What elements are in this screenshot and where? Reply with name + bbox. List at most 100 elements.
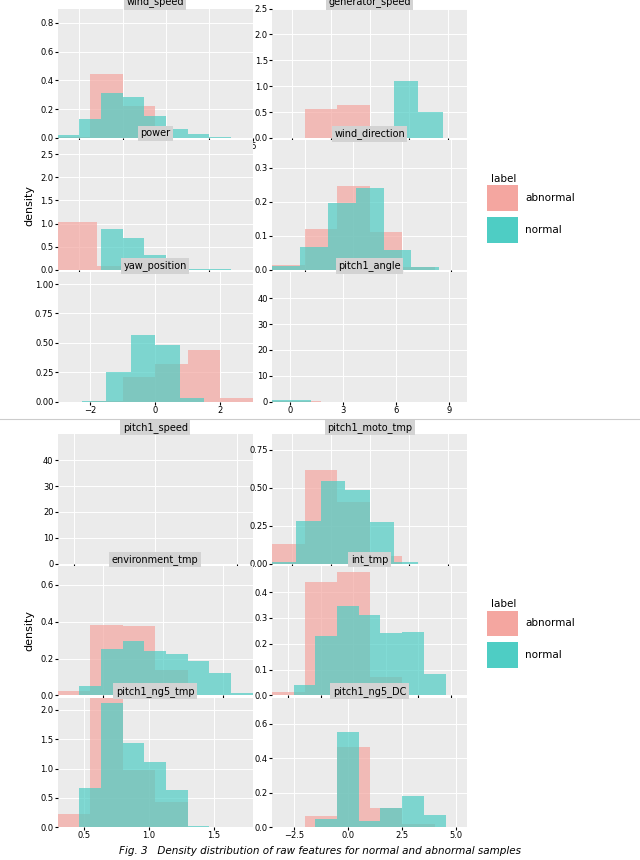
Bar <box>123 642 145 696</box>
Bar <box>220 398 253 402</box>
Bar <box>123 107 155 138</box>
Title: wind_direction: wind_direction <box>334 128 405 139</box>
Bar <box>272 266 300 270</box>
Bar <box>188 660 209 696</box>
Bar <box>337 186 370 270</box>
Bar <box>394 562 419 563</box>
Bar <box>145 762 166 827</box>
Bar <box>188 826 209 827</box>
Bar <box>337 572 370 696</box>
Bar <box>296 521 321 563</box>
Bar <box>487 185 518 211</box>
Bar <box>487 611 518 636</box>
Bar <box>412 267 439 270</box>
Bar <box>328 203 356 270</box>
Bar <box>487 642 518 668</box>
Bar <box>272 562 296 563</box>
Bar <box>380 633 402 696</box>
Bar <box>123 743 145 827</box>
Bar <box>294 685 316 696</box>
Bar <box>58 691 90 696</box>
Bar <box>337 502 370 563</box>
Bar <box>188 350 220 402</box>
Text: label: label <box>492 174 516 184</box>
Bar <box>90 75 123 138</box>
Bar <box>300 247 328 270</box>
Text: normal: normal <box>525 650 562 660</box>
Bar <box>402 796 424 827</box>
Title: power: power <box>140 128 170 138</box>
Bar <box>188 134 209 138</box>
Bar <box>79 788 101 827</box>
Bar <box>101 703 123 827</box>
Text: label: label <box>492 599 516 610</box>
Bar <box>155 802 188 827</box>
Title: environment_tmp: environment_tmp <box>112 554 198 565</box>
Bar <box>305 109 337 138</box>
Bar <box>402 824 435 827</box>
Bar <box>337 732 359 827</box>
Bar <box>123 97 145 138</box>
Bar <box>359 821 380 827</box>
Bar <box>123 626 156 696</box>
Bar <box>419 113 443 138</box>
Bar <box>155 345 180 402</box>
Bar <box>316 819 337 827</box>
Title: int_tmp: int_tmp <box>351 554 388 565</box>
Bar <box>370 522 394 563</box>
Bar <box>305 815 337 827</box>
Title: pitch1_ng5_DC: pitch1_ng5_DC <box>333 686 406 697</box>
Bar <box>123 238 145 270</box>
Bar <box>424 815 445 827</box>
Bar <box>272 692 305 696</box>
Title: pitch1_ng5_tmp: pitch1_ng5_tmp <box>116 686 195 697</box>
Bar <box>131 335 155 402</box>
Bar <box>370 556 402 563</box>
Bar <box>369 232 402 270</box>
Bar <box>166 789 188 827</box>
Bar <box>101 229 123 270</box>
Bar <box>166 129 188 138</box>
Bar <box>97 267 136 270</box>
Bar <box>402 267 435 270</box>
Bar <box>321 482 345 563</box>
Bar <box>272 401 311 402</box>
Bar <box>156 670 188 696</box>
Bar <box>101 648 123 696</box>
Bar <box>123 377 155 402</box>
Bar <box>145 116 166 138</box>
Bar <box>58 135 79 138</box>
Bar <box>380 808 402 827</box>
Bar <box>272 265 305 270</box>
Title: pitch1_angle: pitch1_angle <box>339 261 401 271</box>
Bar <box>79 686 101 696</box>
Bar <box>166 266 188 270</box>
Y-axis label: density: density <box>25 185 35 225</box>
Bar <box>316 636 337 696</box>
Bar <box>424 673 445 696</box>
Bar <box>90 624 123 696</box>
Bar <box>359 615 380 696</box>
Text: normal: normal <box>525 224 562 235</box>
Y-axis label: density: density <box>24 611 35 651</box>
Bar <box>337 105 370 138</box>
Title: wind_speed: wind_speed <box>127 0 184 8</box>
Bar <box>356 187 383 270</box>
Bar <box>106 372 131 402</box>
Text: abnormal: abnormal <box>525 193 575 203</box>
Bar <box>166 654 188 696</box>
Bar <box>383 250 412 270</box>
Title: yaw_position: yaw_position <box>124 261 187 271</box>
Bar <box>58 222 97 270</box>
Bar <box>305 581 337 696</box>
Bar <box>305 229 337 270</box>
Bar <box>370 677 402 696</box>
Bar <box>209 673 231 696</box>
Bar <box>272 544 305 563</box>
Bar <box>369 808 402 827</box>
Bar <box>487 217 518 243</box>
Bar <box>90 689 123 827</box>
Bar <box>231 693 253 696</box>
Bar <box>145 255 166 270</box>
Bar <box>345 489 370 563</box>
